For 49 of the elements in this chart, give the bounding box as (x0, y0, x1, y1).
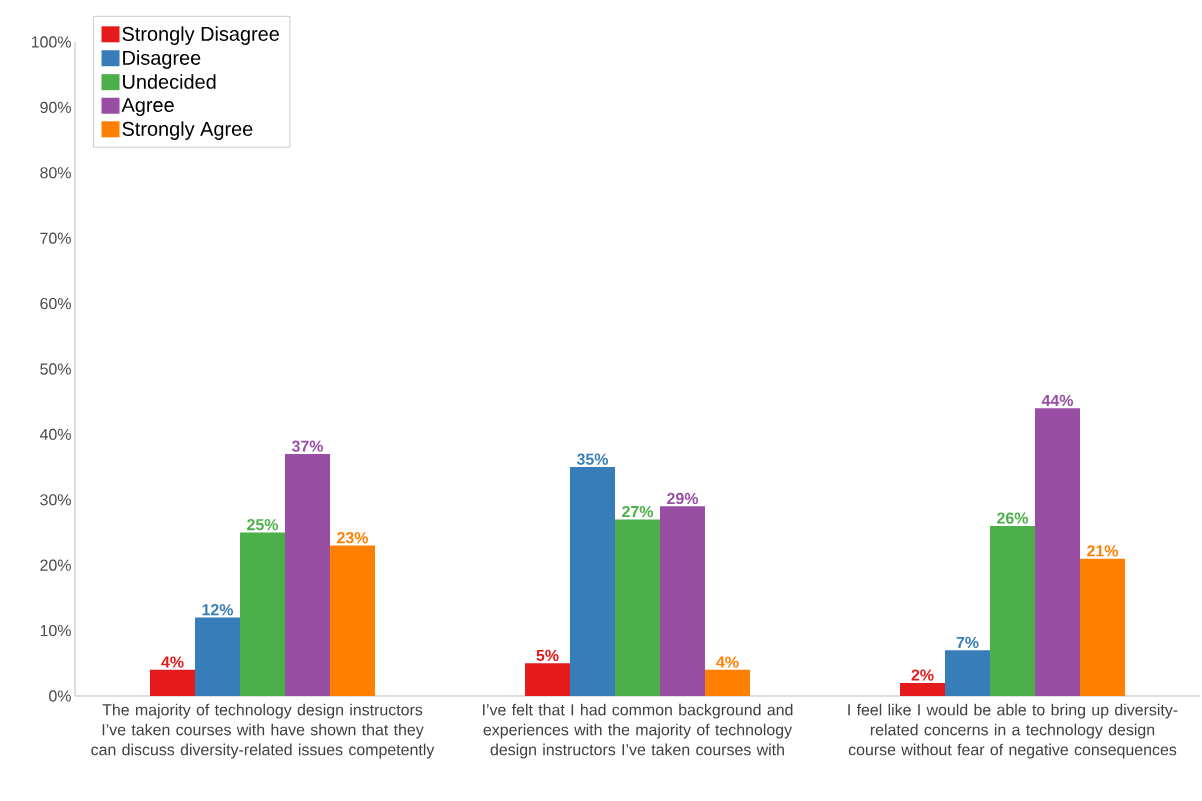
x-tick-label: I’ve felt that I had common background and experiences with the majority of technology design instructors I’ve taken courses with (483, 703, 793, 759)
y-tick-label: 40% (39, 428, 71, 441)
data-label: 26% (997, 512, 1029, 524)
data-label: 4% (161, 656, 184, 668)
y-tick-label: 30% (40, 494, 71, 506)
y-tick-label: 0% (49, 690, 71, 702)
bar (1035, 408, 1081, 696)
legend-label: Undecided (123, 74, 216, 89)
y-tick-label: 20% (40, 559, 71, 571)
data-label: 21% (1087, 545, 1119, 557)
bar (525, 663, 571, 696)
data-label: 44% (1041, 394, 1074, 407)
bar (285, 454, 331, 696)
y-tick-label: 80% (40, 167, 71, 179)
y-tick-label: 50% (40, 363, 71, 375)
data-label: 7% (956, 636, 979, 649)
data-label: 12% (202, 604, 234, 616)
y-tick-label: 90% (40, 101, 71, 114)
bar (900, 682, 946, 696)
x-tick-label: I feel like I would be able to bring up diversity-related concerns in a technology design course without fear of negative consequences (848, 703, 1178, 759)
data-label: 29% (667, 492, 699, 505)
x-tick-label: The majority of technology design instructors I’ve taken courses with have shown that they can discuss diversity-related issues competently (91, 703, 435, 759)
bar (615, 519, 661, 696)
legend-label: Agree (121, 98, 174, 116)
legend-label: Strongly Agree (122, 121, 253, 140)
bar (990, 525, 1036, 696)
data-label: 27% (622, 505, 654, 518)
y-tick-label: 100% (31, 36, 71, 48)
data-label: 4% (716, 656, 739, 668)
bar (240, 532, 286, 696)
bar (705, 669, 751, 696)
y-tick-label: 10% (40, 624, 71, 637)
bar (570, 467, 616, 696)
data-label: 23% (337, 532, 369, 544)
y-tick-label: 60% (40, 297, 71, 310)
data-label: 2% (911, 669, 934, 681)
data-label: 25% (247, 519, 279, 531)
legend-label: Disagree (123, 50, 201, 69)
bar (660, 506, 706, 696)
data-label: 35% (576, 453, 609, 465)
data-label: 5% (536, 649, 559, 662)
bar (330, 545, 376, 696)
bar (1080, 558, 1126, 696)
bar (945, 650, 991, 696)
data-label: 37% (291, 440, 324, 452)
bar (150, 669, 196, 696)
legend-label: Strongly Disagree (122, 26, 279, 45)
y-tick-label: 70% (40, 232, 71, 244)
bar (195, 617, 241, 696)
